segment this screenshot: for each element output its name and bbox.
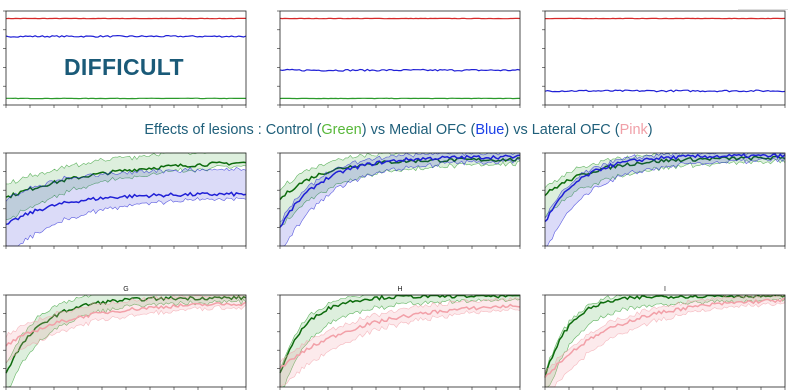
band-lower-green: [280, 298, 521, 388]
panel-B: [277, 10, 521, 108]
series-line-green: [279, 157, 521, 201]
band-upper-blue: [279, 152, 520, 222]
corner-divider: [738, 9, 788, 10]
panel-A: [3, 10, 247, 108]
band-blue: [280, 153, 520, 246]
panel-C: [542, 10, 786, 108]
band-blue: [545, 153, 785, 246]
band-upper-blue: [5, 167, 247, 202]
band-lower-blue: [545, 157, 786, 247]
banner-mid1: ) vs Medial OFC (: [361, 122, 476, 138]
band-upper-pink: [279, 297, 521, 363]
band-lower-green: [279, 160, 521, 228]
lesion-legend-banner: Effects of lesions : Control (Green) vs …: [0, 122, 797, 138]
band-upper-blue: [544, 152, 786, 219]
difficulty-label: DIFFICULT: [64, 54, 184, 80]
series-line-green: [279, 294, 521, 374]
axes-frame: [279, 10, 521, 106]
band-lower-pink: [5, 304, 247, 364]
band-lower-pink: [545, 302, 786, 388]
panel-title: I: [664, 286, 666, 293]
band-green: [6, 295, 246, 387]
panel-I: I: [542, 286, 786, 390]
band-blue: [6, 167, 246, 246]
banner-suffix: ): [647, 122, 653, 138]
series-line-green: [5, 161, 247, 199]
panel-E: [277, 152, 521, 249]
series-line-green: [544, 155, 786, 197]
series-line-blue: [5, 34, 247, 38]
panel-title: H: [397, 286, 402, 293]
series-line-pink: [5, 301, 247, 347]
series-line-blue: [279, 154, 521, 228]
band-lower-blue: [280, 158, 521, 247]
banner-mid2: ) vs Lateral OFC (: [504, 122, 620, 138]
banner-prefix: Effects of lesions : Control (: [144, 122, 322, 138]
series-line-blue: [544, 89, 786, 93]
band-upper-pink: [544, 294, 785, 374]
panel-F: [542, 152, 786, 249]
banner-control-word: Green: [321, 122, 362, 138]
series-line-pink: [279, 303, 521, 369]
band-lower-green: [5, 165, 247, 221]
band-lower-blue: [6, 197, 247, 247]
band-green: [6, 153, 246, 220]
series-line-blue: [279, 68, 521, 72]
band-pink: [545, 295, 785, 387]
panel-D: [3, 152, 247, 249]
series-line-blue: [5, 191, 247, 226]
series-line-pink: [544, 297, 786, 378]
banner-lateral-word: Pink: [619, 122, 648, 138]
series-line-green: [5, 294, 247, 374]
band-lower-green: [545, 297, 786, 388]
band-lower-pink: [279, 307, 521, 388]
panel-G: G: [3, 286, 247, 390]
band-pink: [280, 297, 520, 387]
panel-title: G: [123, 286, 128, 293]
panel-H: H: [277, 286, 521, 390]
banner-medial-word: Blue: [475, 122, 505, 138]
series-line-blue: [544, 153, 786, 223]
band-upper-pink: [5, 294, 246, 338]
